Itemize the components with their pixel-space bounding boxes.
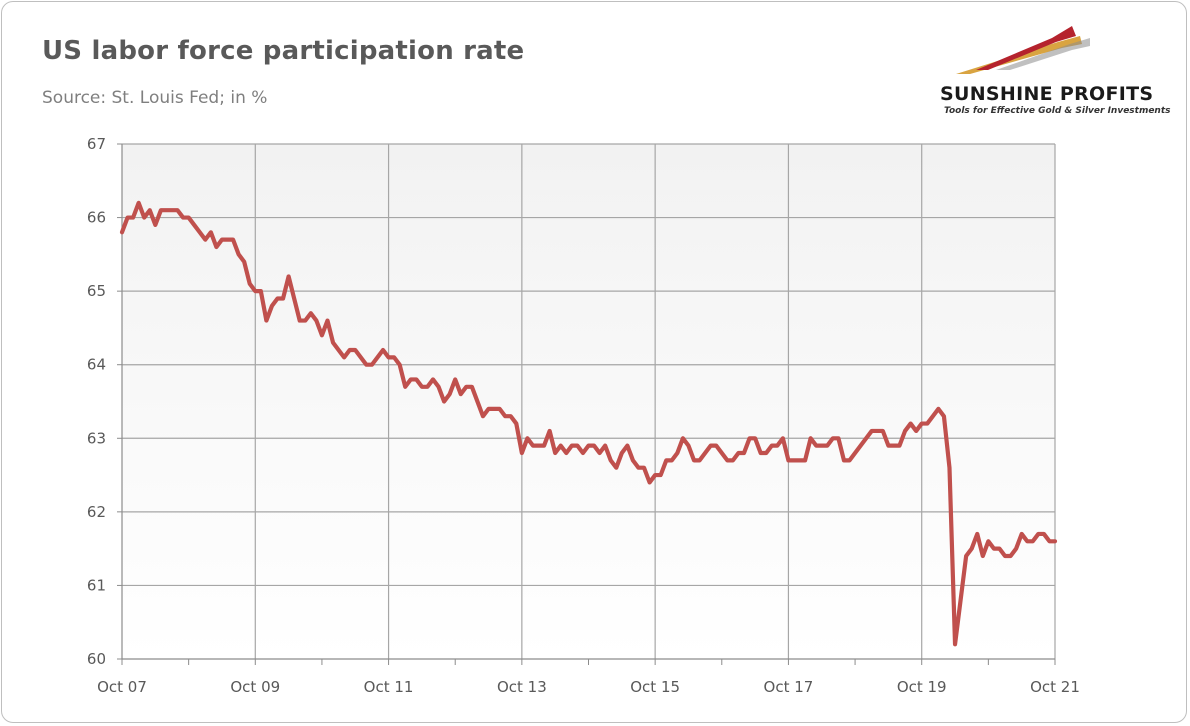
logo-swoosh-red <box>976 26 1076 70</box>
x-tick-label: Oct 17 <box>764 678 814 696</box>
tick-labels: 60 61 62 63 64 65 66 67 Oct 07 Oct 09 Oct 11 Oct 13… <box>87 135 1080 696</box>
logo-tagline: Tools for Effective Gold & Silver Invest… <box>944 106 1171 116</box>
grid-lines <box>122 143 1056 659</box>
y-tick-label: 67 <box>87 135 106 153</box>
x-tick-label: Oct 15 <box>630 678 680 696</box>
series-line <box>119 200 1058 647</box>
series-group <box>119 200 1058 647</box>
logo-swoosh-icon <box>956 26 1090 74</box>
logo-name: SUNSHINE PROFITS <box>940 83 1154 105</box>
x-tick-label: Oct 13 <box>497 678 547 696</box>
y-tick-label: 60 <box>87 650 106 668</box>
plot-area <box>122 144 1055 659</box>
y-tick-label: 64 <box>87 356 106 374</box>
logo-swoosh-gray <box>996 38 1090 70</box>
y-tick-label: 65 <box>87 282 106 300</box>
x-tick-label: Oct 21 <box>1030 678 1080 696</box>
y-tick-label: 62 <box>87 503 106 521</box>
x-tick-label: Oct 11 <box>364 678 414 696</box>
x-tick-label: Oct 09 <box>230 678 280 696</box>
chart-subtitle: Source: St. Louis Fed; in % <box>42 88 268 108</box>
chart-title: US labor force participation rate <box>42 36 525 66</box>
sunshine-profits-logo: SUNSHINE PROFITS Tools for Effective Gol… <box>930 14 1171 124</box>
y-tick-label: 66 <box>87 209 106 227</box>
y-tick-label: 63 <box>87 429 106 447</box>
y-tick-label: 61 <box>87 576 106 594</box>
x-tick-label: Oct 19 <box>897 678 947 696</box>
x-tick-label: Oct 07 <box>97 678 147 696</box>
